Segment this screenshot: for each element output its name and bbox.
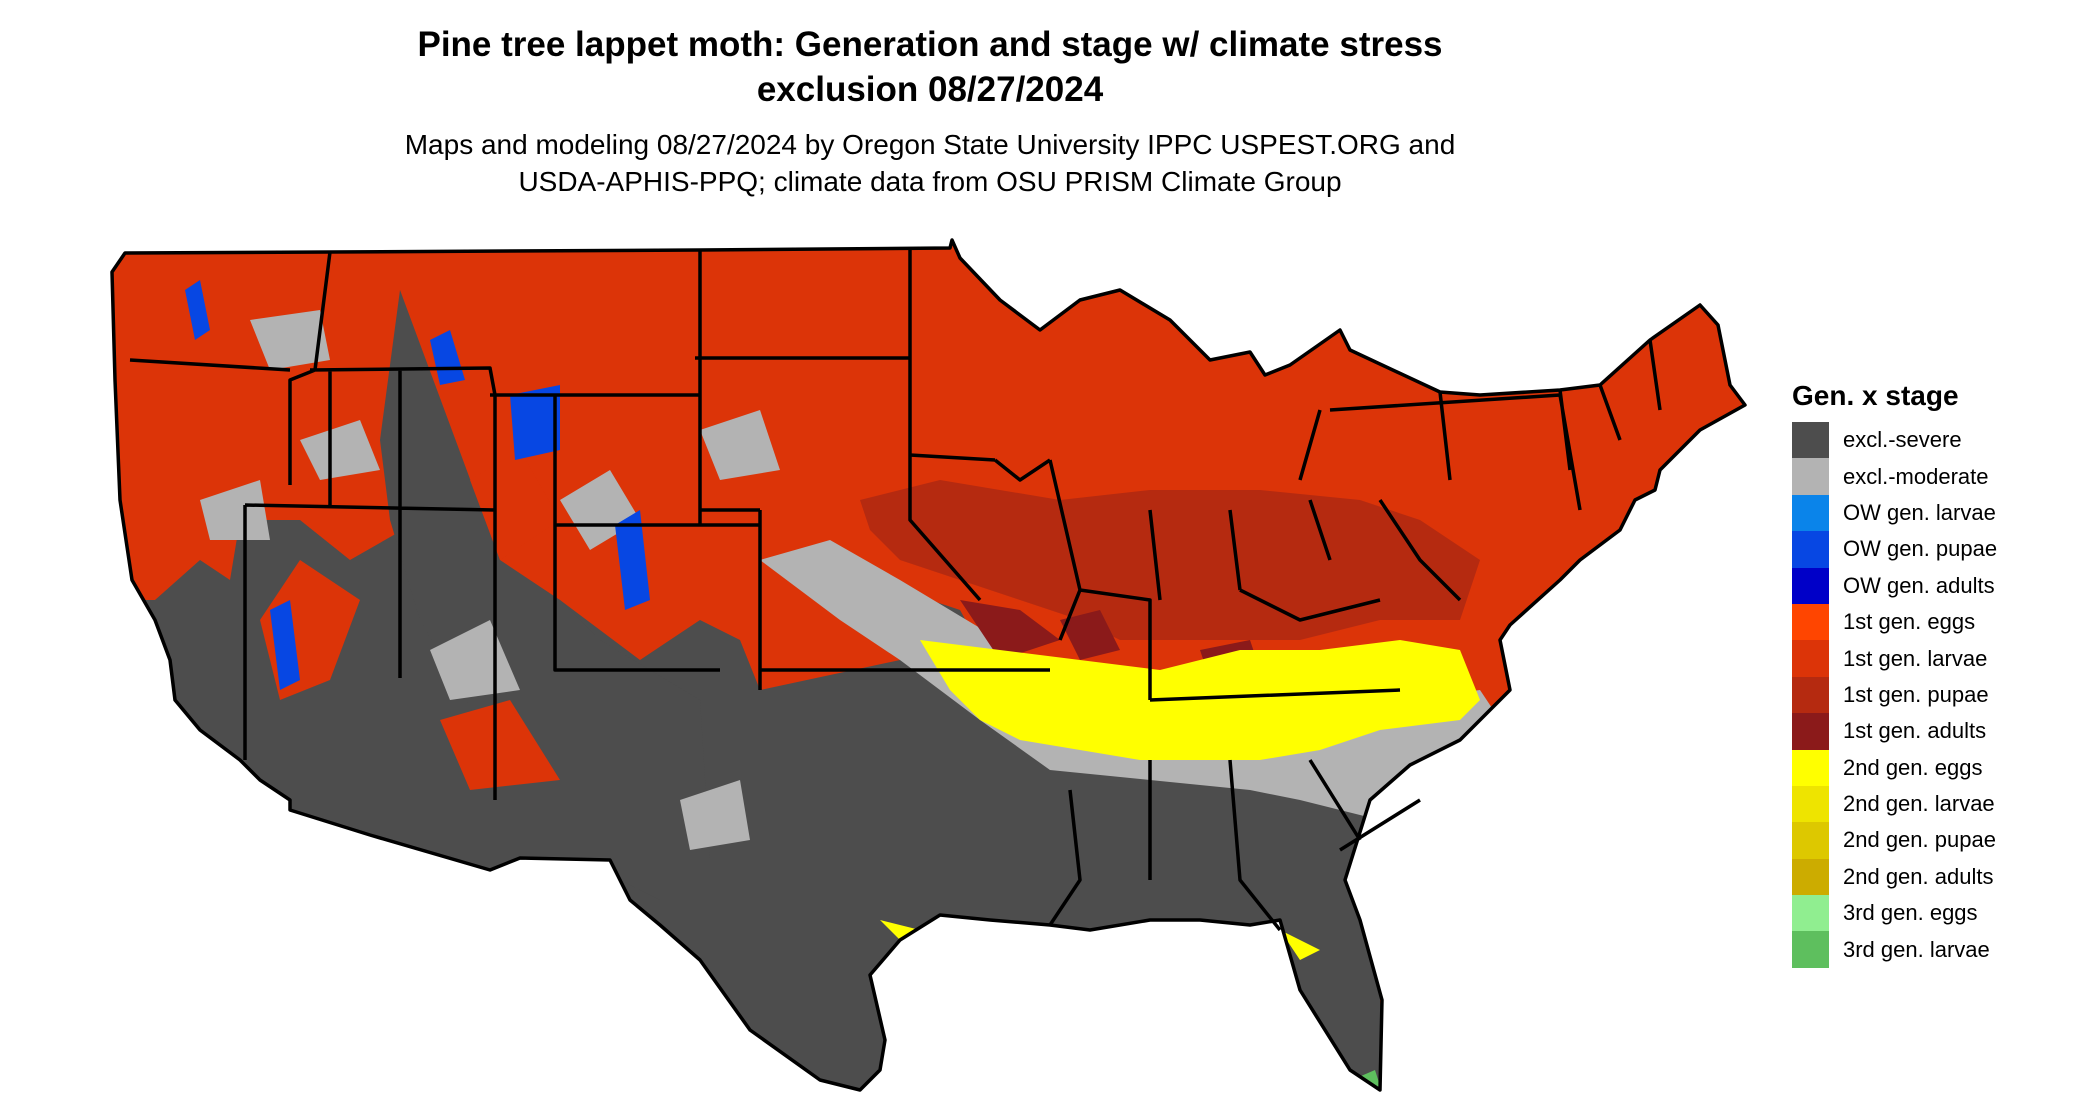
larvae-patches-west (260, 450, 700, 790)
subtitle-line-2: USDA-APHIS-PPQ; climate data from OSU PR… (518, 166, 1342, 197)
legend-swatch (1792, 422, 1829, 459)
legend-item: 2nd gen. eggs (1792, 749, 1997, 786)
map-subtitle: Maps and modeling 08/27/2024 by Oregon S… (300, 126, 1560, 200)
legend-item: excl.-moderate (1792, 458, 1997, 495)
legend-label: excl.-severe (1843, 427, 1962, 453)
legend-item: 1st gen. adults (1792, 713, 1997, 750)
legend-swatch (1792, 785, 1829, 823)
legend-item: 1st gen. eggs (1792, 603, 1997, 641)
legend-swatch (1792, 567, 1829, 604)
legend-item: OW gen. larvae (1792, 494, 1997, 532)
legend-swatch (1792, 713, 1829, 750)
legend-items: excl.-severe excl.-moderate OW gen. larvae… (1792, 422, 1997, 968)
legend-label: 1st gen. pupae (1843, 681, 1989, 707)
legend-label: OW gen. larvae (1843, 499, 1996, 525)
legend-swatch (1792, 494, 1829, 532)
legend-swatch (1792, 676, 1829, 714)
legend-swatch (1792, 931, 1829, 968)
legend-item: 2nd gen. larvae (1792, 785, 1997, 823)
legend-label: OW gen. adults (1843, 572, 1995, 598)
map-title: Pine tree lappet moth: Generation and st… (300, 22, 1560, 112)
legend-title: Gen. x stage (1792, 380, 1959, 411)
severe-exclusion-west (380, 290, 710, 900)
legend-item: 2nd gen. adults (1792, 858, 1997, 896)
legend-item: 3rd gen. eggs (1792, 895, 1997, 932)
legend-item: 1st gen. pupae (1792, 676, 1997, 714)
legend-label: 2nd gen. pupae (1843, 827, 1996, 853)
legend-label: 1st gen. larvae (1843, 645, 1988, 671)
legend-swatch (1792, 531, 1829, 568)
adults-patches (960, 600, 1260, 680)
legend-swatch (1792, 858, 1829, 896)
legend-swatch (1792, 822, 1829, 859)
legend-label: OW gen. pupae (1843, 536, 1998, 562)
title-line-1: Pine tree lappet moth: Generation and st… (417, 25, 1443, 64)
legend-label: excl.-moderate (1843, 463, 1989, 489)
moderate-patches-west (200, 310, 780, 850)
title-line-2: exclusion 08/27/2024 (756, 70, 1104, 109)
legend-swatch (1792, 749, 1829, 786)
legend-item: 1st gen. larvae (1792, 640, 1997, 677)
legend-item: 2nd gen. pupae (1792, 822, 1997, 859)
legend: Gen. x stage excl.-severe excl.-moderate O… (1792, 380, 1997, 968)
legend-swatch (1792, 458, 1829, 495)
legend-label: 1st gen. eggs (1843, 609, 1976, 635)
legend-swatch (1792, 640, 1829, 677)
legend-swatch (1792, 895, 1829, 932)
legend-item: excl.-severe (1792, 422, 1997, 459)
legend-item: OW gen. adults (1792, 567, 1997, 604)
legend-label: 2nd gen. larvae (1843, 791, 1995, 817)
legend-label: 2nd gen. eggs (1843, 754, 1983, 780)
legend-swatch (1792, 603, 1829, 641)
legend-label: 3rd gen. eggs (1843, 900, 1978, 926)
legend-label: 2nd gen. adults (1843, 863, 1994, 889)
legend-label: 3rd gen. larvae (1843, 936, 1990, 962)
pupae-region (860, 480, 1480, 640)
second-gen-eggs-band (920, 640, 1480, 760)
legend-item: OW gen. pupae (1792, 531, 1998, 568)
subtitle-line-1: Maps and modeling 08/27/2024 by Oregon S… (404, 129, 1456, 160)
internal-state-lines (129, 250, 1662, 932)
state-borders (110, 238, 1747, 1092)
legend-item: 3rd gen. larvae (1792, 931, 1997, 968)
legend-label: 1st gen. adults (1843, 718, 1987, 744)
